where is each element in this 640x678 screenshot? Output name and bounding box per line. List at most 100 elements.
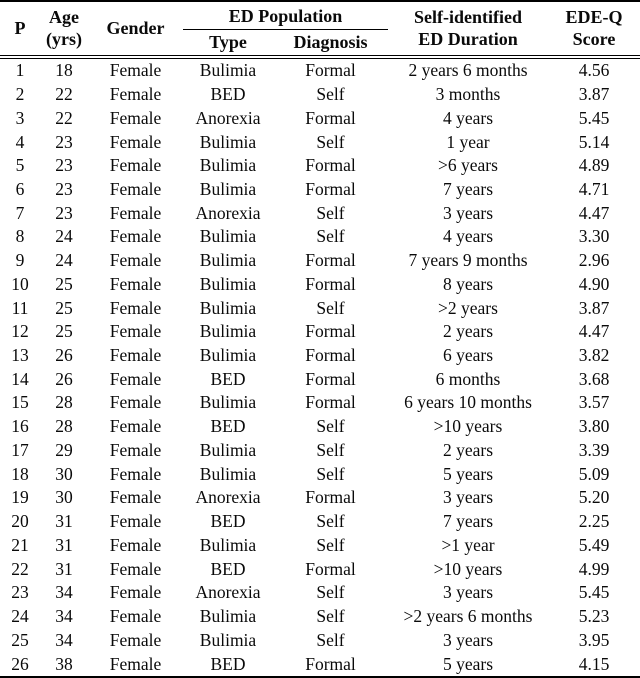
table-cell: Bulimia [199, 250, 257, 271]
table-cell: 15 [11, 392, 29, 413]
table-row: 23 34 Female Anorexia Self 3 years 5.45 [0, 581, 640, 605]
table-cell: 24 [55, 250, 73, 271]
table-cell: Formal [305, 179, 356, 200]
table-cell: 31 [55, 511, 73, 532]
table-cell: Formal [305, 250, 356, 271]
table-cell: 18 [55, 60, 73, 81]
table-cell: Formal [305, 345, 356, 366]
col-header-age: Age (yrs) [40, 1, 88, 59]
col-header-type: Type [183, 29, 273, 59]
table-cell: 3.68 [578, 368, 610, 389]
table-cell: >10 years [433, 558, 503, 579]
table-cell: Female [109, 558, 162, 579]
table-cell: 10 [11, 273, 29, 294]
table-cell: 3 months [435, 84, 501, 105]
table-cell: Bulimia [199, 439, 257, 460]
table-cell: 22 [55, 84, 73, 105]
col-header-diagnosis: Diagnosis [273, 29, 388, 59]
table-cell: 34 [55, 629, 73, 650]
table-cell: Bulimia [199, 297, 257, 318]
table-cell: Formal [305, 273, 356, 294]
table-cell: 6 years 10 months [404, 392, 532, 413]
table-row: 9 24 Female Bulimia Formal 7 years 9 months 2.… [0, 249, 640, 273]
table-cell: 6 [15, 179, 25, 200]
table-cell: 1 [15, 60, 25, 81]
table-row: 26 38 Female BED Formal 5 years 4.15 [0, 652, 640, 677]
table-cell: Bulimia [199, 605, 257, 626]
header-row-2: Type Diagnosis [0, 29, 640, 59]
table-cell: 34 [55, 582, 73, 603]
table-cell: 3.39 [578, 439, 610, 460]
table-cell: 34 [55, 605, 73, 626]
table-cell: 2 years [442, 321, 494, 342]
table-cell: Bulimia [199, 345, 257, 366]
table-cell: 28 [55, 392, 73, 413]
table-cell: Bulimia [199, 534, 257, 555]
table-cell: 17 [11, 439, 29, 460]
table-row: 15 28 Female Bulimia Formal 6 years 10 months… [0, 391, 640, 415]
table-cell: 9 [15, 250, 25, 271]
table-cell: 4.47 [578, 321, 610, 342]
table-cell: 13 [11, 345, 29, 366]
table-cell: BED [210, 511, 246, 532]
table-cell: 28 [55, 416, 73, 437]
table-cell: Female [109, 250, 162, 271]
table-cell: Formal [305, 321, 356, 342]
table-cell: 31 [55, 534, 73, 555]
table-cell: Anorexia [195, 107, 261, 128]
table-cell: Female [109, 629, 162, 650]
table-cell: 6 months [435, 368, 501, 389]
col-header-participant: P [0, 1, 40, 59]
table-cell: BED [210, 84, 246, 105]
col-header-duration: Self-identified ED Duration [388, 1, 548, 59]
table-cell: 5.49 [578, 534, 610, 555]
table-row: 14 26 Female BED Formal 6 months 3.68 [0, 367, 640, 391]
table-cell: 4 years [442, 107, 494, 128]
table-cell: Bulimia [199, 226, 257, 247]
table-cell: 5.20 [578, 487, 610, 508]
table-cell: 22 [55, 107, 73, 128]
table-cell: >10 years [433, 416, 503, 437]
table-cell: 23 [55, 131, 73, 152]
table-cell: Anorexia [195, 202, 261, 223]
col-header-score: EDE-Q Score [548, 1, 640, 59]
table-row: 12 25 Female Bulimia Formal 2 years 4.47 [0, 320, 640, 344]
table-cell: 3 years [442, 202, 494, 223]
table-cell: 3.95 [578, 629, 610, 650]
table-cell: >6 years [438, 155, 498, 176]
table-cell: Self [316, 131, 345, 152]
table-cell: Female [109, 84, 162, 105]
table-cell: Bulimia [199, 629, 257, 650]
table-cell: Female [109, 653, 162, 674]
table-row: 2 22 Female BED Self 3 months 3.87 [0, 83, 640, 107]
table-cell: 3 years [442, 487, 494, 508]
table-cell: Female [109, 179, 162, 200]
table-cell: Female [109, 392, 162, 413]
table-cell: 5 years [442, 463, 494, 484]
table-cell: 6 years [442, 345, 494, 366]
table-cell: 23 [11, 582, 29, 603]
table-cell: 25 [55, 321, 73, 342]
table-cell: Formal [305, 487, 356, 508]
table-cell: Self [316, 297, 345, 318]
table-cell: 3.82 [578, 345, 610, 366]
table-cell: BED [210, 368, 246, 389]
table-cell: 23 [55, 202, 73, 223]
table-header: P Age (yrs) Gender ED Population Self-ide… [0, 1, 640, 59]
table-cell: 2.96 [578, 250, 610, 271]
table-cell: 4.90 [578, 273, 610, 294]
table-row: 25 34 Female Bulimia Self 3 years 3.95 [0, 628, 640, 652]
col-header-age-text: Age (yrs) [46, 7, 82, 49]
table-cell: Bulimia [199, 463, 257, 484]
table-cell: Bulimia [199, 155, 257, 176]
table-cell: 5 years [442, 653, 494, 674]
table-cell: 5.09 [578, 463, 610, 484]
col-header-duration-text: Self-identified ED Duration [414, 7, 522, 49]
table-cell: 3.57 [578, 392, 610, 413]
table-cell: 20 [11, 511, 29, 532]
table-row: 5 23 Female Bulimia Formal >6 years 4.89 [0, 154, 640, 178]
table-row: 7 23 Female Anorexia Self 3 years 4.47 [0, 201, 640, 225]
table-cell: BED [210, 558, 246, 579]
table-cell: 4 [15, 131, 25, 152]
table-cell: 5 [15, 155, 25, 176]
